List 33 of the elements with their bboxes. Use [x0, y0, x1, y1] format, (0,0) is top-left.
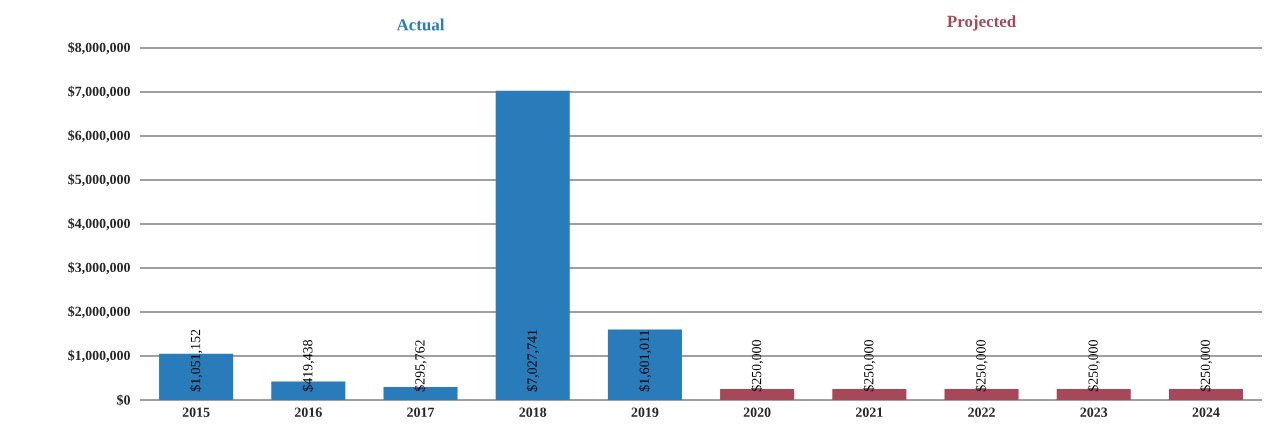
text: Actual: [396, 18, 445, 31]
y-tick-label: $5,000,000: [68, 173, 130, 187]
bar: [607, 329, 682, 400]
x-tick-label: 2016: [294, 407, 322, 417]
y-tick-label: $4,000,000: [68, 217, 130, 231]
x-tick-label: 2015: [182, 407, 210, 417]
x-tick-label: 2019: [631, 407, 659, 417]
data-label: $250,000: [751, 340, 764, 392]
y-tick-label: $3,000,000: [68, 261, 130, 275]
data-label: $1,601,011: [638, 330, 652, 392]
y-tick-label: $2,000,000: [68, 305, 130, 319]
x-tick-label: 2017: [407, 407, 435, 417]
data-label: $250,000: [1087, 340, 1100, 392]
data-label: $250,000: [975, 340, 988, 392]
x-tick-label: 2023: [1080, 407, 1108, 417]
x-tick-label: 2024: [1192, 407, 1220, 417]
x-tick-label: 2022: [968, 407, 995, 417]
data-label: $1,051,152: [189, 329, 203, 392]
text: Projected: [947, 15, 1017, 31]
data-label: $7,027,741: [526, 329, 539, 392]
x-tick-label: 2018: [519, 407, 547, 417]
y-tick-label: $0: [117, 394, 130, 406]
y-tick-label: $8,000,000: [68, 41, 130, 55]
data-label: $419,438: [302, 340, 315, 392]
x-tick-label: 2021: [855, 407, 883, 417]
bar: [495, 90, 570, 400]
data-label: $250,000: [863, 340, 876, 392]
data-label: $295,762: [414, 340, 427, 392]
y-tick-label: $6,000,000: [68, 129, 130, 143]
x-tick-label: 2020: [743, 407, 771, 417]
data-label: $250,000: [1199, 340, 1213, 392]
y-tick-label: $1,000,000: [68, 349, 130, 363]
y-tick-label: $7,000,000: [68, 85, 130, 99]
